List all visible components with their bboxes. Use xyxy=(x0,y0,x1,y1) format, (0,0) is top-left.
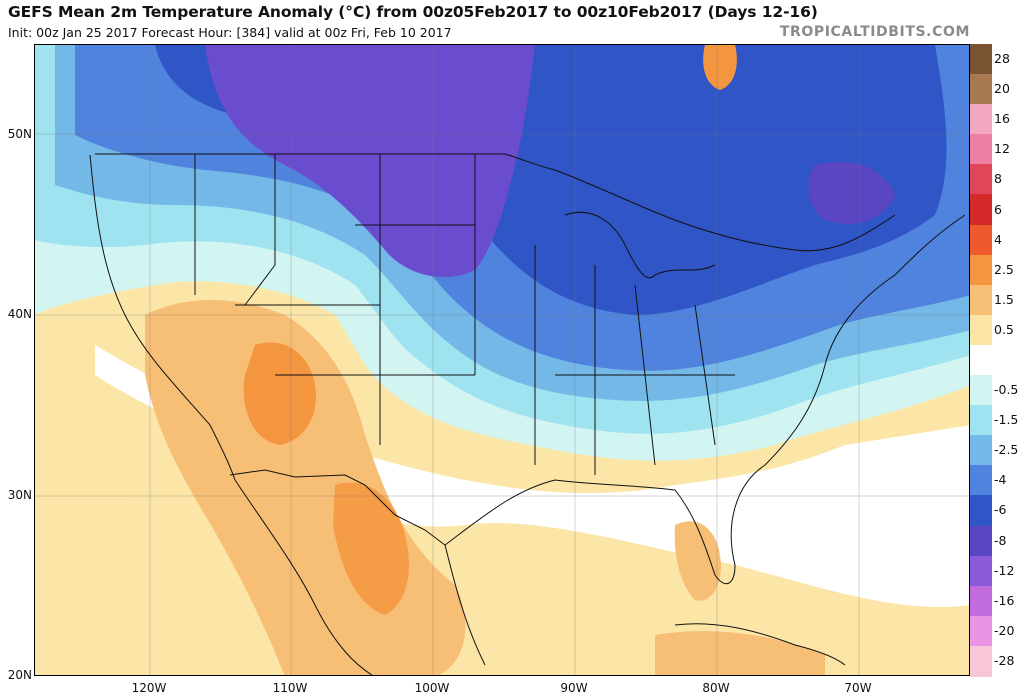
cuba-outline xyxy=(674,623,846,666)
colorbar-swatch xyxy=(970,405,992,437)
colorbar-label: 1.5 xyxy=(994,291,1014,307)
colorbar-label: -0.5 xyxy=(994,382,1019,398)
purple-core-east xyxy=(808,161,895,224)
mexico-coast xyxy=(234,479,373,675)
colorbar-swatch xyxy=(970,284,992,316)
lon-label-90w: 90W xyxy=(560,681,588,695)
map-subtitle: Init: 00z Jan 25 2017 Forecast Hour: [38… xyxy=(8,25,452,40)
colorbar-swatch xyxy=(970,164,992,196)
lat-label-30n: 30N xyxy=(7,488,32,502)
colorbar-swatch xyxy=(970,495,992,527)
colorbar-swatch xyxy=(970,645,992,677)
colorbar-swatch xyxy=(970,615,992,647)
graticule xyxy=(35,45,969,675)
colorbar xyxy=(970,44,992,677)
lon-label-70w: 70W xyxy=(844,681,872,695)
us-mexico-border xyxy=(229,469,446,546)
colorbar-swatch xyxy=(970,134,992,166)
political-borders xyxy=(89,153,966,675)
colorbar-label: -2.5 xyxy=(994,442,1019,458)
colorbar-swatch xyxy=(970,254,992,286)
map-header: GEFS Mean 2m Temperature Anomaly (°C) fr… xyxy=(0,0,1024,44)
lat-label-40n: 40N xyxy=(7,307,32,321)
great-lakes xyxy=(564,211,716,278)
colorbar-swatch xyxy=(970,585,992,617)
lat-label-50n: 50N xyxy=(7,127,32,141)
hot-mexico xyxy=(333,482,409,615)
colorbar-label: 12 xyxy=(994,141,1010,157)
colorbar-label: -20 xyxy=(994,622,1015,638)
colorbar-label: 4 xyxy=(994,231,1002,247)
lon-label-100w: 100W xyxy=(414,681,450,695)
colorbar-label: 20 xyxy=(994,81,1010,97)
colorbar-swatch xyxy=(970,224,992,256)
colorbar-swatch xyxy=(970,314,992,346)
colorbar-label: -28 xyxy=(994,652,1015,668)
colorbar-label: -16 xyxy=(994,592,1015,608)
gulf-coast xyxy=(444,214,966,585)
lat-label-20n: 20N xyxy=(7,668,32,682)
colorbar-label: 2.5 xyxy=(994,261,1014,277)
lon-label-80w: 80W xyxy=(702,681,730,695)
colorbar-label: -4 xyxy=(994,472,1007,488)
brand-watermark: TROPICALTIDBITS.COM xyxy=(779,24,970,40)
warm-speck-ne xyxy=(703,45,737,90)
colorbar-label: 28 xyxy=(994,51,1010,67)
us-canada-border xyxy=(95,153,896,252)
colorbar-label: -12 xyxy=(994,562,1015,578)
colorbar-swatch xyxy=(970,435,992,467)
colorbar-swatch xyxy=(970,74,992,106)
map-svg xyxy=(35,45,969,675)
colorbar-swatch xyxy=(970,525,992,557)
west-coast xyxy=(89,154,236,481)
state-lines xyxy=(194,154,735,475)
purple-core xyxy=(205,45,535,278)
colorbar-swatch xyxy=(970,465,992,497)
colorbar-label: -8 xyxy=(994,532,1007,548)
colorbar-label: 8 xyxy=(994,171,1002,187)
warm-florida xyxy=(674,521,721,601)
colorbar-swatch xyxy=(970,555,992,587)
warm-cuba xyxy=(655,631,825,675)
temperature-anomaly-map xyxy=(34,44,970,676)
colorbar-label: -6 xyxy=(994,502,1007,518)
colorbar-label: 16 xyxy=(994,111,1010,127)
colorbar-swatch xyxy=(970,104,992,136)
map-title: GEFS Mean 2m Temperature Anomaly (°C) fr… xyxy=(8,3,818,21)
colorbar-swatch xyxy=(970,375,992,407)
neutral-band xyxy=(95,345,969,607)
colorbar-label: 6 xyxy=(994,201,1002,217)
colorbar-swatch xyxy=(970,194,992,226)
colorbar-label: -1.5 xyxy=(994,412,1019,428)
lon-label-110w: 110W xyxy=(272,681,308,695)
lon-label-120w: 120W xyxy=(131,681,167,695)
colorbar-swatch xyxy=(970,44,992,75)
colorbar-label: 0.5 xyxy=(994,321,1014,337)
colorbar-swatch xyxy=(970,344,992,376)
mexico-east-coast xyxy=(444,544,486,666)
hot-core-southwest xyxy=(243,342,316,445)
